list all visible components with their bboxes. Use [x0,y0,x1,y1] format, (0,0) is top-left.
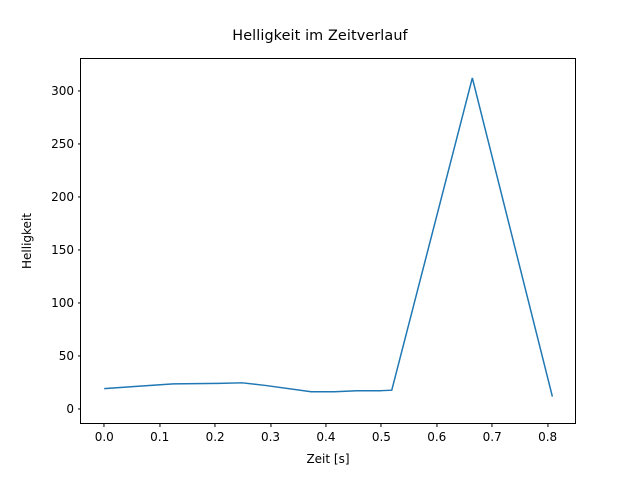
y-tick-label: 250 [51,136,74,151]
y-tick-mark [77,408,81,410]
y-tick-mark [77,143,81,145]
chart-title: Helligkeit im Zeitverlauf [232,28,408,44]
x-tick-mark [436,423,438,427]
y-tick-mark [77,196,81,198]
plot-area: 0 50 100 150 200 250 300 0.0 0.1 0.2 0.3 0.4 0.5 0.6 0… [51,58,576,444]
y-tick-label: 300 [51,83,74,98]
x-tick-mark [491,423,493,427]
x-tick-mark [214,423,216,427]
x-tick-mark [159,423,161,427]
y-tick-mark [77,249,81,251]
x-tick-label: 0.6 [427,430,447,444]
y-tick-label: 150 [51,242,74,257]
y-tick-label: 50 [58,348,74,363]
x-tick-label: 0.4 [316,430,336,444]
x-tick-label: 0.3 [260,430,281,444]
x-tick-mark [380,423,382,427]
x-tick-mark [325,423,327,427]
x-tick-label: 0.8 [538,430,558,444]
x-tick-label: 0.1 [150,430,170,444]
x-tick-label: 0.5 [371,430,391,444]
x-tick-label: 0.2 [205,430,225,444]
line-series-helligkeit [104,77,554,397]
y-tick-mark [77,302,81,304]
y-axis-label: Helligkeit [20,213,34,269]
x-axis-label: Zeit [s] [306,452,350,466]
x-tick-mark [103,423,105,427]
y-tick-mark [77,90,81,92]
x-tick-label: 0.7 [482,430,502,444]
x-tick-label: 0.0 [94,430,114,444]
y-tick-label: 200 [51,189,74,204]
y-tick-label: 0 [66,401,74,416]
x-tick-mark [269,423,272,427]
y-tick-mark [77,355,81,357]
x-tick-mark [547,423,549,427]
y-tick-label: 100 [51,295,74,310]
